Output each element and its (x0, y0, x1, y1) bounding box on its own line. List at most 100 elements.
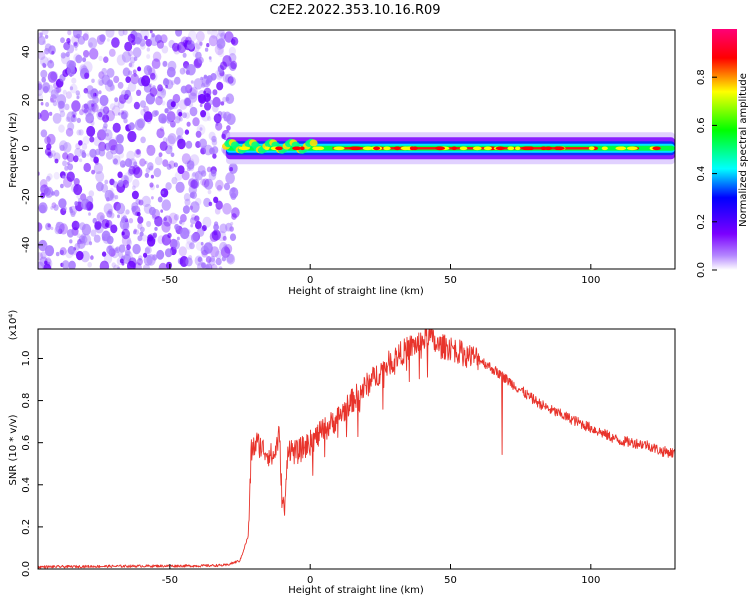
noise-blob (81, 223, 92, 236)
noise-blob (62, 175, 66, 179)
noise-blob (93, 234, 101, 243)
noise-blob (144, 247, 151, 254)
noise-blob (195, 40, 203, 50)
noise-blob (146, 220, 152, 228)
snr-x-axis-label: Height of straight line (km) (288, 585, 424, 596)
snr-y-tick-label: 0.0 (21, 561, 32, 577)
noise-blob (38, 222, 43, 232)
noise-blob (189, 106, 198, 117)
noise-blob (63, 176, 73, 188)
noise-blob (204, 178, 214, 190)
signal-hotspot (615, 146, 627, 151)
noise-blob (133, 56, 138, 61)
noise-blob (137, 235, 143, 242)
noise-blob (122, 67, 131, 77)
noise-blob (53, 171, 60, 180)
noise-blob (171, 123, 175, 127)
noise-blob (224, 31, 234, 43)
spectrogram-y-tick-label: 0 (21, 145, 32, 151)
noise-blob (149, 165, 154, 171)
noise-blob (140, 136, 146, 144)
noise-blob (91, 103, 94, 107)
noise-blob (132, 185, 136, 190)
noise-blob (132, 179, 140, 188)
noise-blob (104, 142, 111, 151)
noise-blob (151, 58, 161, 69)
noise-blob (229, 167, 233, 172)
noise-blob (52, 113, 62, 124)
noise-blob (115, 135, 121, 142)
noise-blob (171, 176, 178, 185)
noise-blob (128, 81, 137, 92)
noise-blob (212, 104, 219, 113)
noise-blob (177, 135, 181, 140)
noise-blob (75, 142, 81, 150)
noise-blob (96, 181, 104, 192)
noise-blob (108, 48, 116, 57)
noise-blob (140, 108, 147, 116)
noise-blob (162, 60, 168, 68)
noise-blob (212, 89, 218, 96)
noise-blob (129, 61, 135, 68)
noise-blob (195, 241, 204, 251)
spectrogram-y-tick-label: -20 (21, 188, 32, 204)
noise-blob (216, 184, 223, 192)
noise-blob (87, 109, 92, 114)
spectrogram-y-ticks: -40 -20 0 20 40 (21, 45, 43, 253)
noise-blob (215, 200, 223, 210)
noise-blob (82, 136, 90, 145)
noise-blob (97, 78, 105, 86)
noise-blob (120, 89, 129, 99)
noise-blob (228, 46, 236, 56)
noise-blob (230, 60, 238, 70)
noise-blob (106, 38, 110, 42)
noise-blob (231, 213, 237, 220)
noise-blob (83, 61, 93, 73)
noise-blob (91, 103, 99, 113)
noise-blob (190, 224, 194, 228)
noise-blob (225, 96, 230, 102)
noise-blob (90, 255, 94, 260)
noise-blob (140, 42, 146, 50)
noise-blob (83, 162, 91, 173)
noise-blob (97, 129, 107, 141)
noise-blob (206, 43, 210, 48)
noise-blob (223, 182, 231, 191)
noise-blob (146, 54, 151, 59)
snr-frame (37, 328, 676, 570)
noise-blob (171, 239, 180, 250)
noise-blob (97, 111, 103, 118)
noise-blob (116, 134, 124, 144)
noise-blob (121, 51, 132, 63)
noise-blob (149, 182, 154, 188)
noise-blob (190, 217, 196, 225)
noise-blob (128, 257, 137, 268)
noise-blob (133, 230, 137, 235)
noise-blob (55, 221, 65, 234)
noise-blob (182, 63, 191, 74)
snr-y-axis-label: SNR (10 * v/v) (8, 414, 19, 485)
noise-blob (170, 80, 175, 86)
noise-blob (78, 197, 82, 203)
spectrogram-y-axis-label: Frequency (Hz) (8, 112, 19, 188)
noise-blob (152, 254, 158, 261)
noise-blob (186, 166, 191, 172)
noise-blob (38, 35, 46, 46)
noise-blob (122, 30, 128, 36)
noise-blob (66, 111, 76, 123)
noise-blob (122, 163, 126, 168)
noise-blob (205, 248, 211, 254)
noise-blob (74, 243, 81, 250)
noise-blob (73, 155, 79, 163)
noise-blob (67, 30, 72, 36)
noise-blob (51, 50, 55, 55)
noise-blob (126, 239, 132, 246)
noise-blob (229, 233, 237, 241)
noise-blob (189, 242, 195, 250)
noise-blob (77, 239, 82, 245)
noise-blob (106, 245, 114, 255)
noise-blob (204, 47, 209, 52)
noise-blob (195, 197, 202, 206)
noise-blob (76, 222, 81, 228)
spectrogram-y-tick-label: 20 (21, 94, 32, 107)
